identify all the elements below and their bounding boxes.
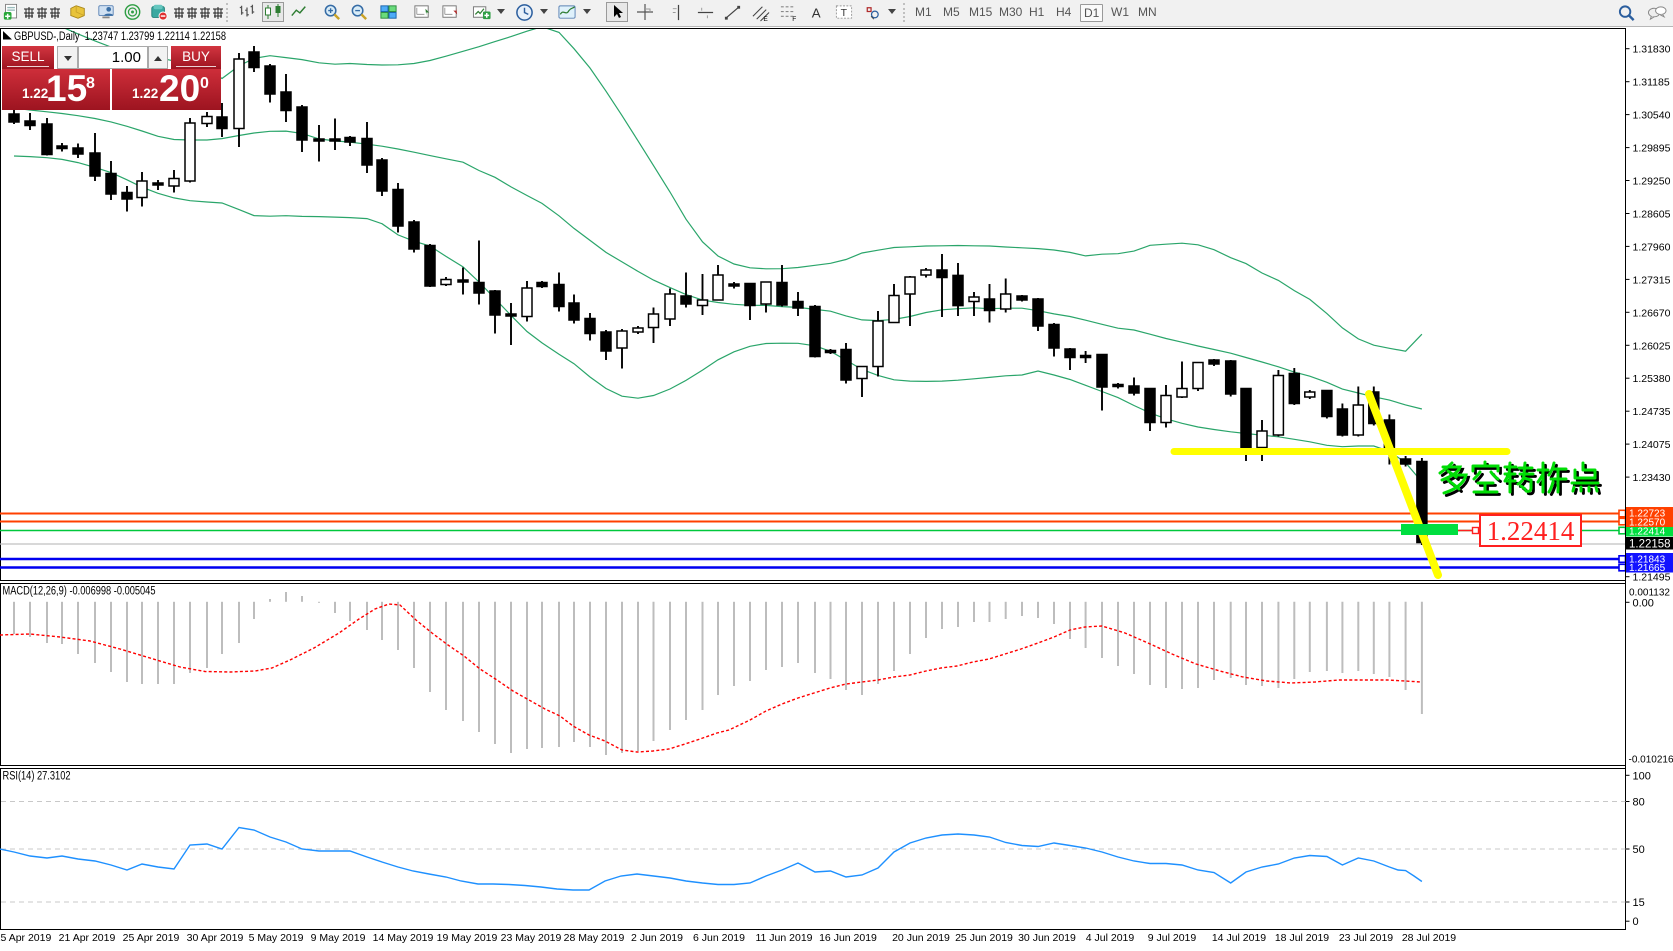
svg-text:1.24735: 1.24735	[1633, 406, 1671, 418]
svg-text:4 Jul 2019: 4 Jul 2019	[1086, 932, 1135, 944]
svg-text:14 May 2019: 14 May 2019	[373, 932, 434, 944]
svg-text:MACD(12,26,9) -0.006998 -0.005: MACD(12,26,9) -0.006998 -0.005045	[3, 586, 156, 598]
svg-text:18 Jul 2019: 18 Jul 2019	[1275, 932, 1329, 944]
svg-text:11 Jun 2019: 11 Jun 2019	[755, 932, 812, 944]
svg-text:1.21665: 1.21665	[1629, 563, 1666, 574]
svg-text:1.29895: 1.29895	[1633, 143, 1671, 155]
svg-text:T: T	[841, 8, 848, 19]
svg-text:1.29250: 1.29250	[1633, 176, 1671, 188]
svg-text:28 May 2019: 28 May 2019	[564, 932, 625, 944]
svg-text:E: E	[763, 16, 768, 22]
svg-text:23 May 2019: 23 May 2019	[501, 932, 562, 944]
svg-text:30 Apr 2019: 30 Apr 2019	[187, 932, 244, 944]
svg-text:1.22414: 1.22414	[1629, 527, 1666, 538]
svg-text:1.31185: 1.31185	[1633, 77, 1670, 89]
svg-text:1.26670: 1.26670	[1633, 307, 1671, 319]
svg-text:0: 0	[1633, 916, 1639, 928]
svg-text:50: 50	[1633, 844, 1645, 856]
svg-text:1.24075: 1.24075	[1633, 439, 1671, 451]
svg-text:2 Jun 2019: 2 Jun 2019	[631, 932, 683, 944]
svg-text:1.26025: 1.26025	[1633, 340, 1671, 352]
svg-text:14 Jul 2019: 14 Jul 2019	[1212, 932, 1266, 944]
svg-text:30 Jun 2019: 30 Jun 2019	[1018, 932, 1076, 944]
svg-text:-0.010216: -0.010216	[1629, 755, 1673, 766]
svg-text:1.22414: 1.22414	[1487, 516, 1575, 546]
svg-text:21 Apr 2019: 21 Apr 2019	[59, 932, 116, 944]
svg-text:1.22158: 1.22158	[1629, 539, 1671, 551]
svg-text:9 May 2019: 9 May 2019	[311, 932, 366, 944]
svg-text:100: 100	[1633, 770, 1651, 782]
svg-text:A: A	[812, 5, 821, 20]
svg-text:15: 15	[1633, 897, 1645, 909]
svg-text:1.23430: 1.23430	[1633, 472, 1671, 484]
svg-text:15 Apr 2019: 15 Apr 2019	[0, 932, 51, 944]
svg-text:5 May 2019: 5 May 2019	[249, 932, 304, 944]
svg-text:RSI(14) 27.3102: RSI(14) 27.3102	[3, 771, 71, 783]
svg-text:1.25380: 1.25380	[1633, 373, 1671, 385]
svg-text:1.28605: 1.28605	[1633, 209, 1671, 221]
svg-text:1.27960: 1.27960	[1633, 241, 1671, 253]
svg-text:23 Jul 2019: 23 Jul 2019	[1339, 932, 1393, 944]
svg-text:1.27315: 1.27315	[1633, 274, 1671, 286]
svg-text:1.31830: 1.31830	[1633, 44, 1671, 56]
svg-text:80: 80	[1633, 797, 1645, 809]
svg-text:19 May 2019: 19 May 2019	[437, 932, 498, 944]
svg-text:GBPUSD-,Daily 1.23747 1.23799: GBPUSD-,Daily 1.23747 1.23799 1.22114 1.…	[14, 31, 226, 43]
svg-text:F: F	[792, 16, 796, 22]
svg-text:20 Jun 2019: 20 Jun 2019	[892, 932, 950, 944]
svg-text:28 Jul 2019: 28 Jul 2019	[1402, 932, 1456, 944]
svg-text:9 Jul 2019: 9 Jul 2019	[1148, 932, 1197, 944]
svg-text:0.00: 0.00	[1633, 598, 1654, 610]
svg-text:16 Jun 2019: 16 Jun 2019	[819, 932, 877, 944]
svg-text:1.30540: 1.30540	[1633, 110, 1671, 122]
svg-text:6 Jun 2019: 6 Jun 2019	[693, 932, 745, 944]
svg-text:25 Apr 2019: 25 Apr 2019	[123, 932, 180, 944]
svg-text:25 Jun 2019: 25 Jun 2019	[955, 932, 1013, 944]
